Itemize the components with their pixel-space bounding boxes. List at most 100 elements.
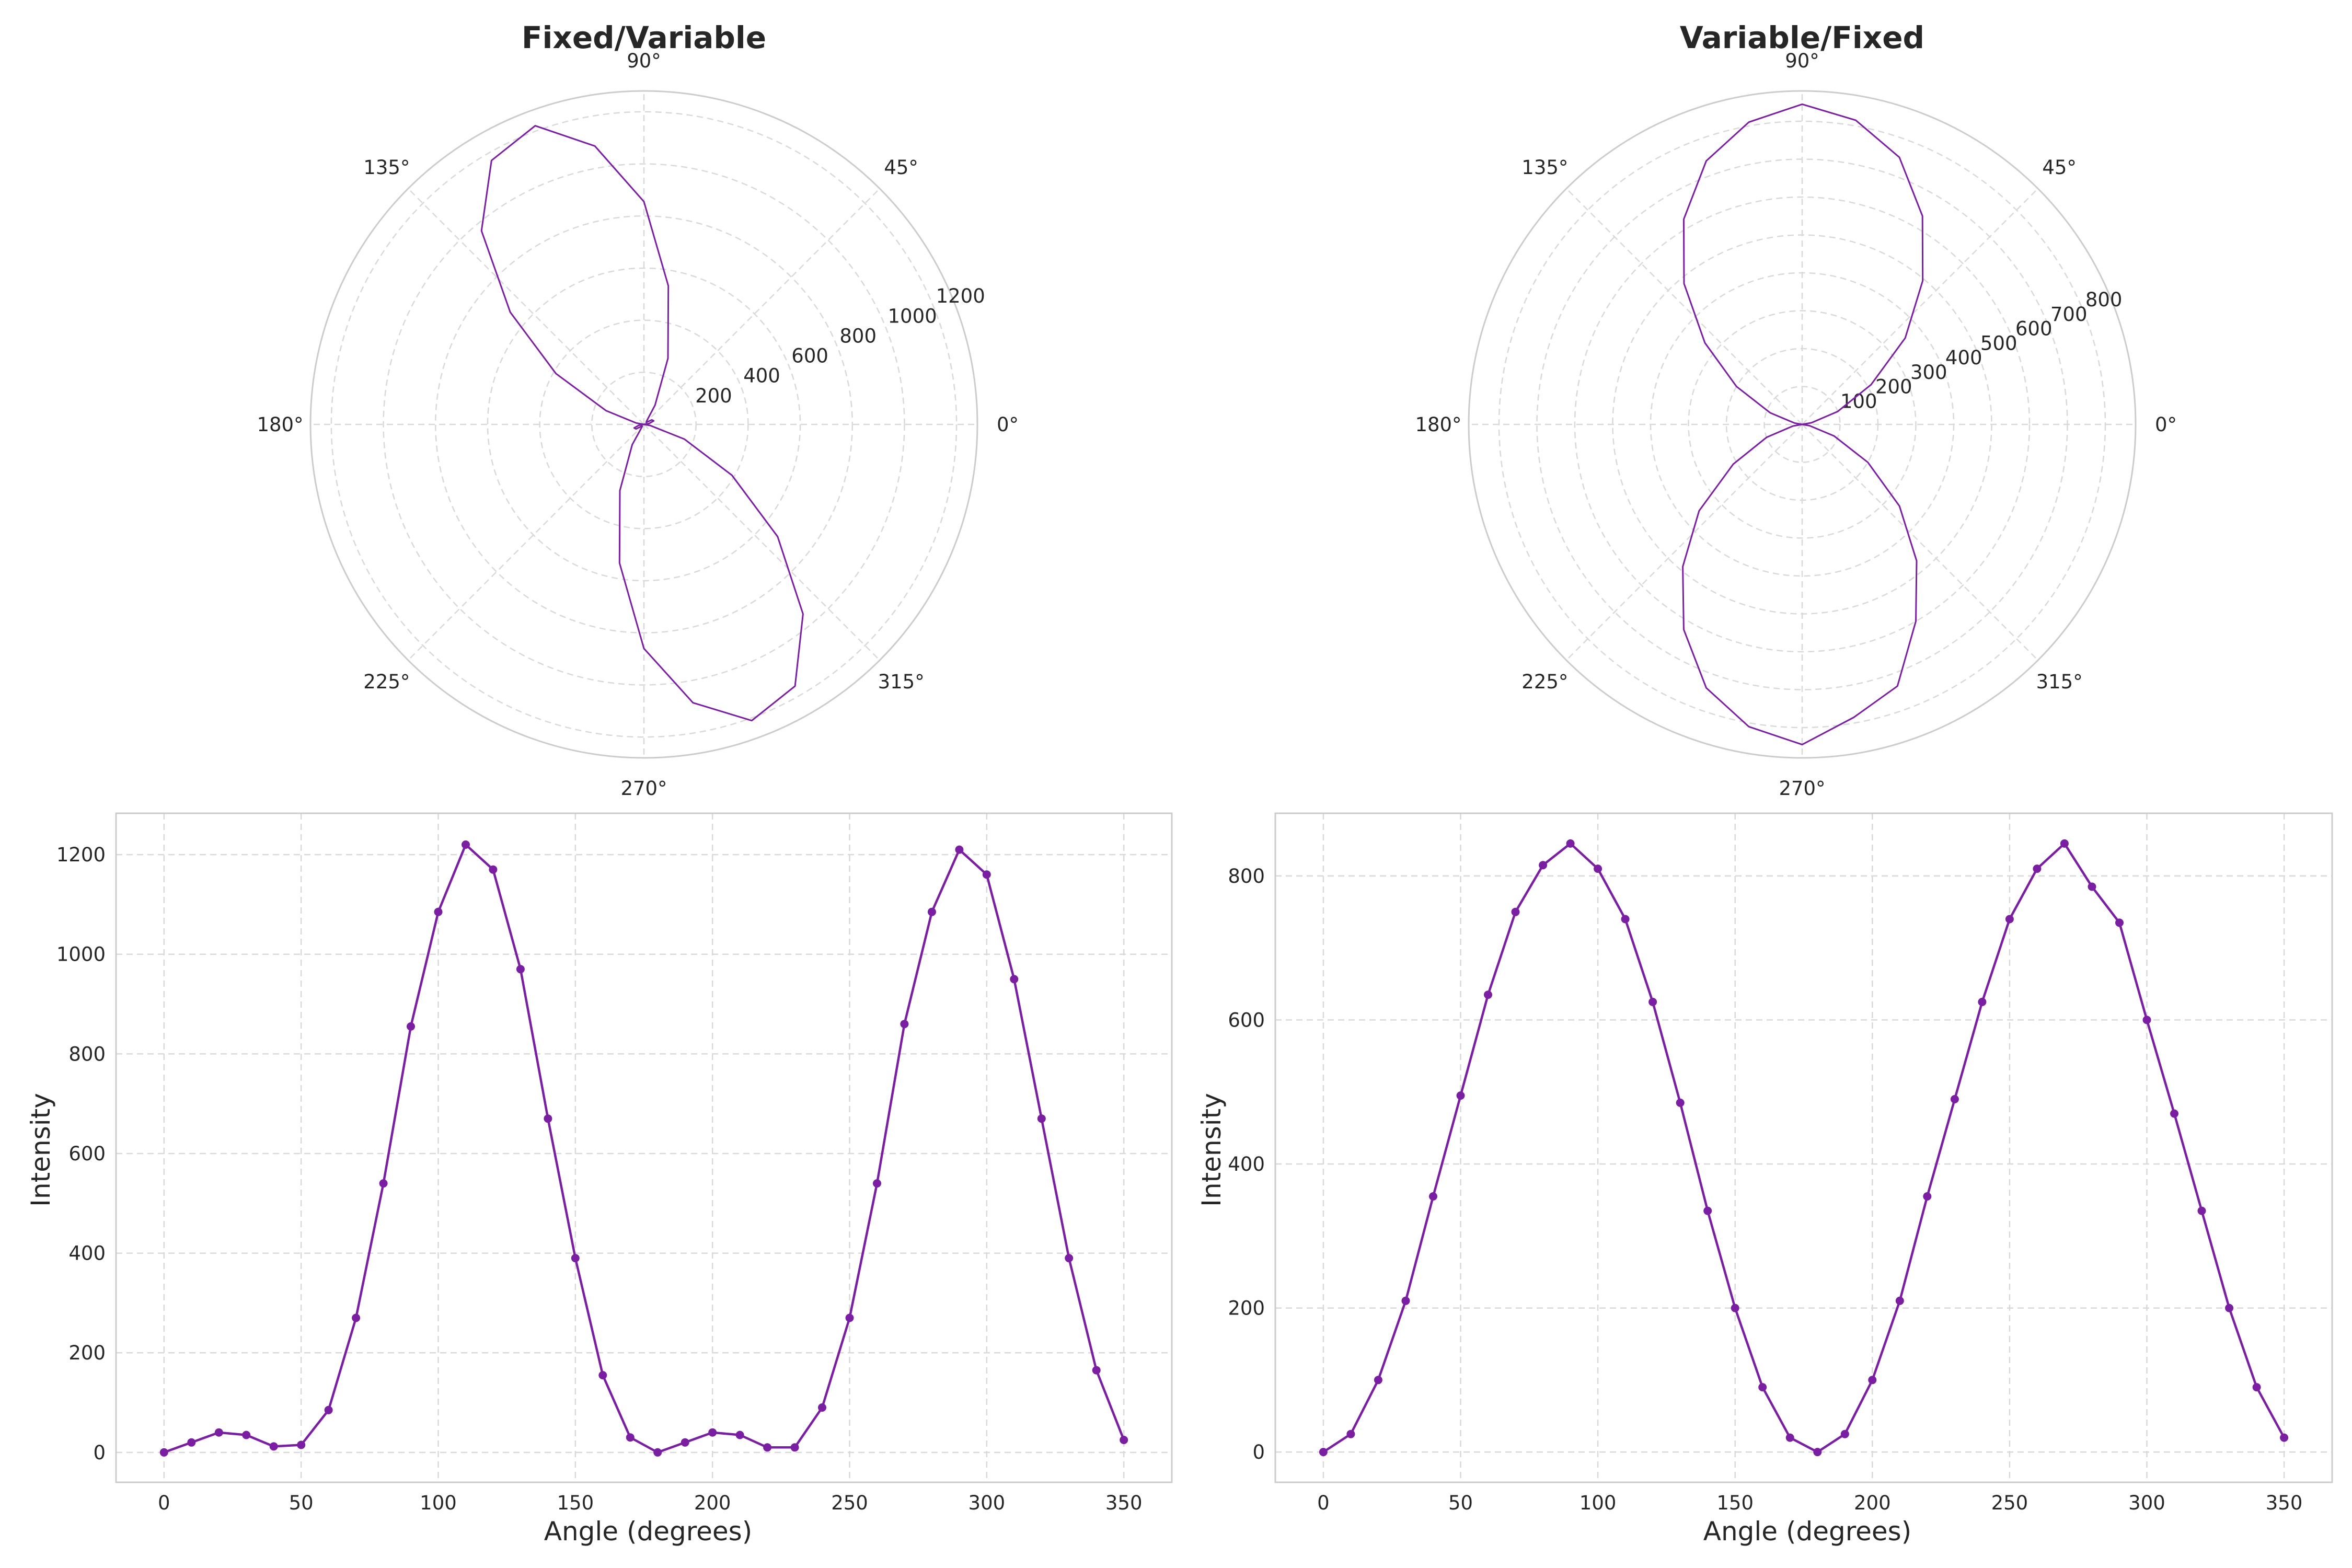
polar-plot-area-0: 0° 45° 90° 135° 180° 225° 270° 315° 200 400 600 800…: [257, 50, 1019, 800]
y-tick-label: 1200: [56, 844, 106, 866]
polar-angle-tick-label: 135°: [363, 156, 410, 179]
polar-grid-ring: [591, 372, 697, 477]
data-point-marker: [1648, 998, 1657, 1006]
data-point-marker: [1010, 975, 1019, 984]
polar-angle-tick-label: 135°: [1521, 156, 1568, 179]
data-point-marker: [1895, 1296, 1904, 1305]
polar-outer-frame: [309, 90, 978, 759]
x-tick-label: 350: [2266, 1492, 2303, 1514]
x-tick-label: 200: [694, 1492, 731, 1514]
data-point-marker: [2170, 1109, 2178, 1118]
polar-grid-spoke: [643, 424, 881, 661]
x-tick-label: 250: [1991, 1492, 2028, 1514]
x-tick-label: 0: [1317, 1492, 1330, 1514]
data-point-marker: [845, 1313, 854, 1322]
x-tick-label: 150: [1716, 1492, 1754, 1514]
data-point-marker: [1621, 915, 1630, 924]
polar-angle-tick-label: 270°: [620, 777, 667, 800]
data-point-marker: [1484, 990, 1492, 999]
polar-radius-tick-label: 400: [1945, 347, 1982, 369]
polar-title-variable-fixed: Variable/Fixed: [1680, 20, 1924, 55]
polar-radius-tick-label: 800: [839, 325, 877, 347]
data-point-marker: [1868, 1376, 1877, 1385]
data-point-marker: [763, 1443, 772, 1452]
polar-outer-frame: [1468, 90, 2137, 759]
polar-angle-tick-label: 315°: [878, 671, 925, 693]
polar-radius-tick-label: 400: [743, 365, 780, 387]
polar-angle-tick-label: 225°: [1521, 671, 1568, 693]
plot-frame: [115, 812, 1173, 1483]
polar-grid-spoke: [1565, 188, 1803, 425]
y-tick-label: 400: [68, 1242, 106, 1265]
y-tick-label: 600: [68, 1143, 106, 1165]
y-tick-label: 600: [1228, 1009, 1265, 1031]
data-point-marker: [516, 965, 525, 974]
data-point-marker: [1092, 1366, 1101, 1375]
polar-radius-tick-label: 100: [1840, 390, 1877, 412]
polar-grid-ring: [1574, 196, 2031, 653]
data-point-marker: [790, 1443, 799, 1452]
data-point-marker: [379, 1179, 388, 1188]
data-point-marker: [2252, 1383, 2261, 1392]
polar-angle-tick-label: 0°: [2155, 413, 2177, 436]
y-tick-label: 200: [68, 1342, 106, 1364]
data-point-marker: [681, 1438, 689, 1447]
polar-angle-tick-label: 180°: [1415, 413, 1461, 436]
data-point-marker: [1731, 1304, 1739, 1312]
x-axis-label-1: Angle (degrees): [1703, 1516, 1911, 1547]
data-point-marker: [1539, 861, 1548, 870]
data-point-marker: [571, 1254, 580, 1263]
x-tick-label: 350: [1105, 1492, 1143, 1514]
series-line: [1322, 842, 2286, 1454]
data-point-marker: [1065, 1254, 1074, 1263]
y-tick-label: 1000: [56, 943, 106, 966]
data-point-marker: [1566, 839, 1575, 848]
data-point-marker: [2225, 1304, 2234, 1312]
data-point-marker: [1037, 1114, 1046, 1123]
data-point-marker: [982, 870, 991, 879]
polar-radius-tick-label: 200: [1875, 376, 1912, 398]
line-chart-fixed-variable: 0 50 100 150 200 250 300 350 0 200 400 600 800 1000 12…: [26, 812, 1173, 1547]
plot-frame: [1274, 812, 2333, 1483]
data-point-marker: [2280, 1433, 2289, 1442]
polar-title-fixed-variable: Fixed/Variable: [522, 20, 766, 55]
data-point-marker: [1346, 1429, 1355, 1438]
polar-angle-tick-label: 90°: [627, 50, 661, 72]
polar-radius-tick-label: 200: [695, 385, 732, 407]
y-tick-label: 0: [1252, 1441, 1265, 1463]
polar-radius-tick-label: 1200: [936, 285, 985, 307]
y-tick-label: 0: [93, 1442, 106, 1464]
data-point-marker: [297, 1440, 306, 1449]
data-point-marker: [2033, 864, 2042, 873]
data-point-marker: [1703, 1206, 1712, 1215]
data-point-marker: [708, 1428, 717, 1437]
x-tick-label: 250: [831, 1492, 868, 1514]
cartesian-plot-area-1: 0 50 100 150 200 250 300 350 0 200 400 600 800: [1228, 812, 2333, 1514]
polar-grid-ring: [330, 111, 958, 738]
data-point-marker: [2197, 1206, 2206, 1215]
data-point-marker: [407, 1022, 415, 1031]
data-point-marker: [2142, 1016, 2151, 1024]
data-point-marker: [927, 907, 936, 916]
polar-angle-tick-label: 45°: [884, 156, 918, 179]
polar-grid-ring: [1688, 310, 1917, 539]
polar-angle-tick-label: 90°: [1785, 50, 1819, 72]
data-point-marker: [352, 1313, 361, 1322]
data-point-marker: [1840, 1429, 1849, 1438]
data-point-marker: [1978, 998, 1987, 1006]
polar-grid-spoke: [407, 424, 644, 661]
data-point-marker: [873, 1179, 881, 1188]
data-point-marker: [324, 1405, 333, 1414]
data-point-marker: [214, 1428, 223, 1437]
data-point-marker: [2060, 839, 2069, 848]
data-point-marker: [1456, 1091, 1465, 1100]
polar-radius-tick-label: 600: [2015, 318, 2053, 340]
data-point-marker: [544, 1114, 552, 1123]
data-point-marker: [1374, 1376, 1382, 1385]
polar-grid-spoke: [643, 188, 881, 425]
polar-chart-fixed-variable: Fixed/Variable 0° 45° 90° 135° 180° 225° 270° 3…: [257, 20, 1019, 800]
data-point-marker: [900, 1020, 909, 1029]
polar-angle-tick-label: 180°: [257, 413, 303, 436]
data-point-marker: [1401, 1296, 1410, 1305]
